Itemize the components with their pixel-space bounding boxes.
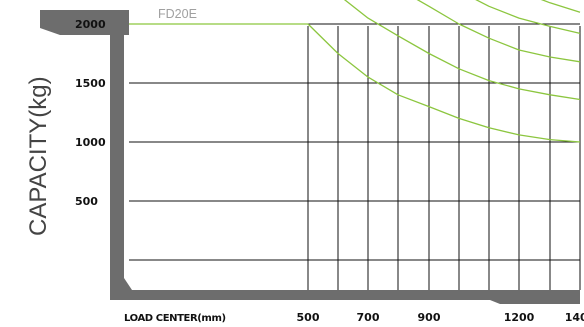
- y-tick-label: 1500: [75, 77, 106, 90]
- series-label-fd20e: FD20E: [158, 7, 197, 21]
- x-axis-label: LOAD CENTER(mm): [124, 313, 226, 324]
- chart-labels: 5001000150020002500300035005007009001200…: [75, 7, 584, 324]
- series-line-fd30e: [416, 0, 581, 63]
- x-tick-label: 900: [418, 311, 441, 324]
- chart-grid: [129, 23, 581, 290]
- y-tick-label: 1000: [75, 136, 106, 149]
- x-tick-label: 1200: [504, 311, 535, 324]
- series-line-fd35e: [475, 0, 581, 35]
- y-axis-label: CAPACITY(kg): [25, 76, 52, 236]
- y-tick-label: 500: [75, 195, 98, 208]
- chart-series: [129, 0, 581, 143]
- x-tick-label: 1400: [565, 311, 584, 324]
- x-tick-label: 700: [357, 311, 380, 324]
- series-line-fd20e: [307, 23, 581, 143]
- series-line-fd25e: [343, 0, 581, 101]
- series-line-fd40e: [540, 0, 581, 13]
- x-tick-label: 500: [297, 311, 320, 324]
- y-tick-label: 2000: [75, 18, 106, 31]
